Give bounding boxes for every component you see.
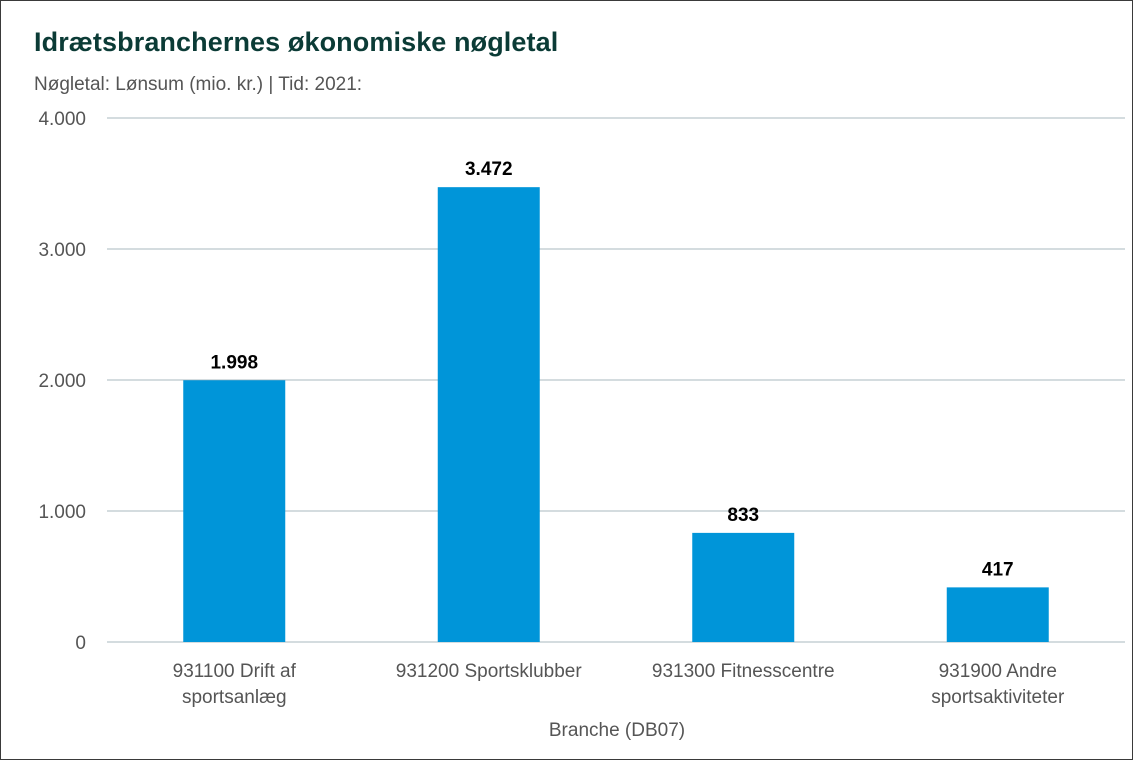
data-label: 833 (727, 505, 759, 526)
x-tick-label: 931300 Fitnesscentre (652, 661, 835, 682)
y-tick-label: 0 (75, 633, 86, 654)
y-tick-label: 1.000 (38, 502, 86, 523)
bar (437, 187, 540, 642)
chart-subtitle: Nøgletal: Lønsum (mio. kr.) | Tid: 2021: (34, 74, 363, 95)
y-tick-label: 4.000 (38, 109, 86, 130)
y-tick-label: 2.000 (38, 371, 86, 392)
bar (692, 532, 795, 642)
bar (183, 380, 286, 642)
data-label: 3.472 (465, 159, 513, 180)
data-label: 417 (982, 559, 1014, 580)
x-tick-label: 931200 Sportsklubber (396, 661, 583, 682)
y-tick-label: 3.000 (38, 240, 86, 261)
bar (946, 587, 1049, 642)
x-tick-label: 931100 Drift af (173, 661, 297, 682)
chart-title: Idrætsbranchernes økonomiske nøgletal (34, 27, 559, 57)
x-tick-label: sportsanlæg (182, 687, 287, 708)
data-label: 1.998 (210, 352, 258, 373)
x-axis-title: Branche (DB07) (549, 720, 685, 741)
x-tick-label: sportsaktiviteter (931, 687, 1065, 708)
x-tick-label: 931900 Andre (939, 661, 1057, 682)
